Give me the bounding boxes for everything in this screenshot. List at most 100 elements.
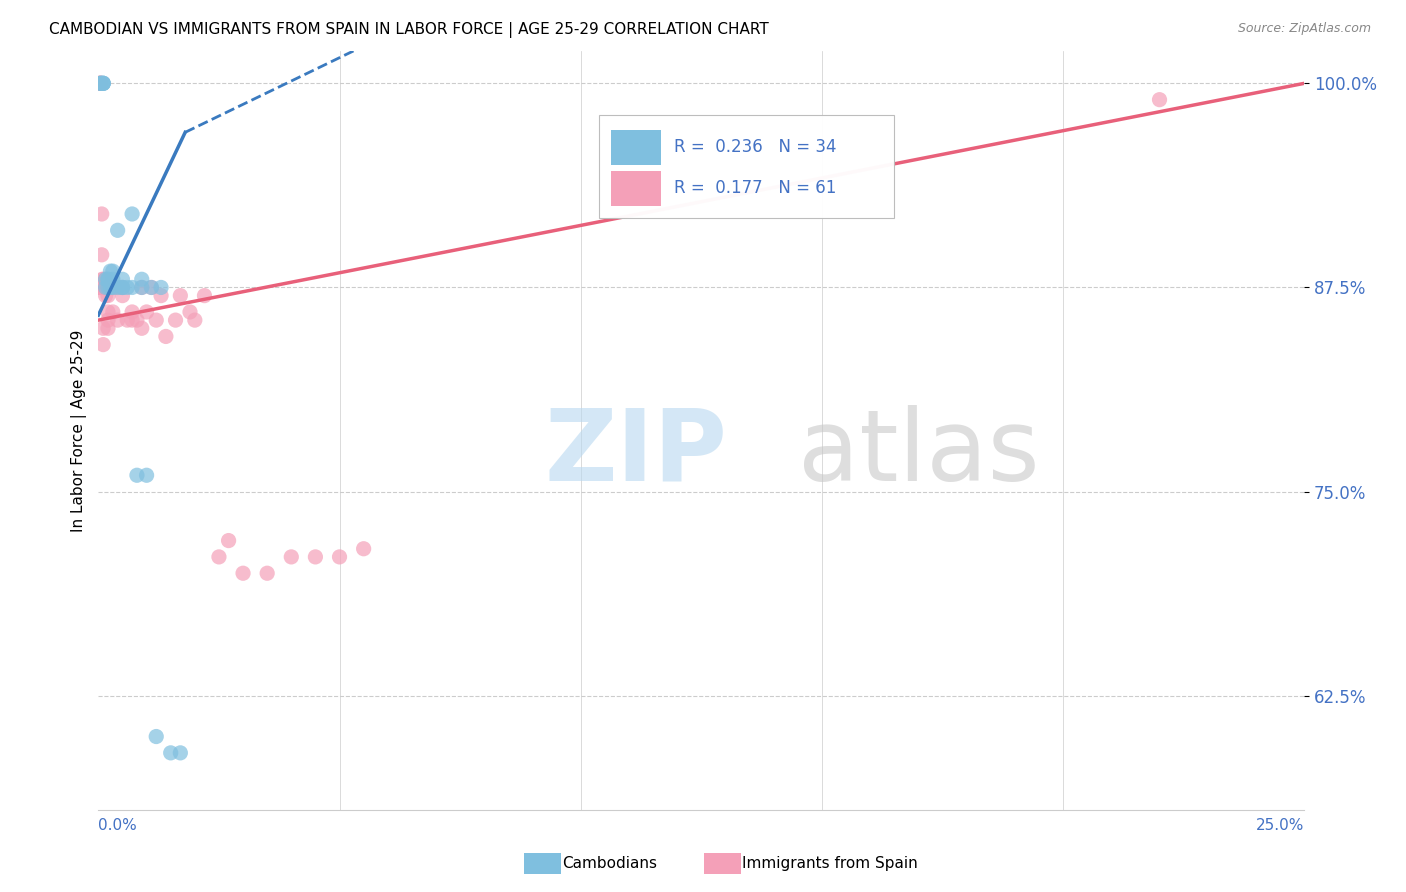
Point bbox=[101, 272, 124, 286]
Point bbox=[232, 566, 254, 581]
Point bbox=[97, 272, 120, 286]
Point bbox=[184, 313, 207, 327]
Point bbox=[125, 313, 148, 327]
Point bbox=[91, 76, 114, 90]
Point bbox=[353, 541, 375, 556]
Point bbox=[101, 264, 124, 278]
Point bbox=[121, 305, 143, 319]
Point bbox=[131, 272, 153, 286]
Point bbox=[90, 207, 112, 221]
Point bbox=[280, 549, 302, 564]
Point bbox=[90, 76, 112, 90]
Text: Source: ZipAtlas.com: Source: ZipAtlas.com bbox=[1237, 22, 1371, 36]
Point bbox=[97, 288, 120, 302]
Text: 0.0%: 0.0% bbox=[98, 818, 138, 833]
Y-axis label: In Labor Force | Age 25-29: In Labor Force | Age 25-29 bbox=[72, 329, 87, 532]
Point bbox=[94, 272, 117, 286]
Point bbox=[91, 280, 114, 294]
Point bbox=[328, 549, 350, 564]
Point bbox=[131, 321, 153, 335]
Point bbox=[93, 280, 115, 294]
Point bbox=[94, 288, 117, 302]
Text: R =  0.236   N = 34: R = 0.236 N = 34 bbox=[673, 138, 837, 156]
Point bbox=[150, 280, 173, 294]
Point bbox=[97, 272, 120, 286]
Point bbox=[97, 313, 120, 327]
Point bbox=[111, 288, 134, 302]
Point bbox=[91, 76, 114, 90]
Point bbox=[111, 280, 134, 294]
Point bbox=[135, 305, 157, 319]
Point bbox=[145, 730, 167, 744]
Text: 25.0%: 25.0% bbox=[1256, 818, 1305, 833]
Point bbox=[97, 280, 120, 294]
Point bbox=[107, 223, 129, 237]
Point bbox=[90, 76, 112, 90]
Point bbox=[117, 313, 139, 327]
Text: Immigrants from Spain: Immigrants from Spain bbox=[742, 856, 918, 871]
Point bbox=[91, 321, 114, 335]
Point bbox=[91, 272, 114, 286]
Point bbox=[97, 280, 120, 294]
Point bbox=[121, 313, 143, 327]
Point bbox=[155, 329, 177, 343]
Point bbox=[141, 280, 163, 294]
Point bbox=[90, 76, 112, 90]
Text: Cambodians: Cambodians bbox=[562, 856, 658, 871]
Point bbox=[111, 280, 134, 294]
Point bbox=[90, 76, 112, 90]
Point bbox=[111, 272, 134, 286]
Point bbox=[179, 305, 201, 319]
FancyBboxPatch shape bbox=[599, 115, 894, 218]
Point bbox=[101, 280, 124, 294]
Point bbox=[125, 468, 148, 483]
Point bbox=[97, 305, 120, 319]
Point bbox=[94, 272, 117, 286]
Point bbox=[90, 248, 112, 262]
Point bbox=[117, 280, 139, 294]
Point bbox=[193, 288, 215, 302]
Point bbox=[165, 313, 187, 327]
Point bbox=[107, 280, 129, 294]
Point bbox=[141, 280, 163, 294]
Point bbox=[121, 280, 143, 294]
Point bbox=[89, 76, 111, 90]
Point bbox=[159, 746, 181, 760]
Text: CAMBODIAN VS IMMIGRANTS FROM SPAIN IN LABOR FORCE | AGE 25-29 CORRELATION CHART: CAMBODIAN VS IMMIGRANTS FROM SPAIN IN LA… bbox=[49, 22, 769, 38]
Point bbox=[91, 337, 114, 351]
Point bbox=[121, 207, 143, 221]
Point bbox=[100, 264, 122, 278]
Point bbox=[111, 280, 134, 294]
Text: R =  0.177   N = 61: R = 0.177 N = 61 bbox=[673, 179, 837, 197]
FancyBboxPatch shape bbox=[610, 170, 661, 205]
Text: atlas: atlas bbox=[797, 405, 1039, 501]
Point bbox=[97, 280, 120, 294]
Point bbox=[169, 746, 191, 760]
Point bbox=[97, 321, 120, 335]
Point bbox=[145, 313, 167, 327]
Point bbox=[91, 76, 114, 90]
Point bbox=[89, 280, 111, 294]
Point bbox=[90, 280, 112, 294]
Point bbox=[1149, 93, 1171, 107]
Point bbox=[131, 280, 153, 294]
Point bbox=[89, 76, 111, 90]
Point bbox=[100, 280, 122, 294]
Point bbox=[135, 468, 157, 483]
Point bbox=[93, 280, 115, 294]
Point bbox=[107, 280, 129, 294]
Point bbox=[91, 272, 114, 286]
Point bbox=[101, 280, 124, 294]
Point bbox=[208, 549, 231, 564]
Point bbox=[89, 280, 111, 294]
Point bbox=[91, 280, 114, 294]
Point bbox=[101, 305, 124, 319]
Point bbox=[150, 288, 173, 302]
Point bbox=[91, 76, 114, 90]
Point bbox=[256, 566, 278, 581]
Point bbox=[90, 76, 112, 90]
Point bbox=[218, 533, 240, 548]
FancyBboxPatch shape bbox=[610, 129, 661, 165]
Point bbox=[101, 280, 124, 294]
Point bbox=[89, 76, 111, 90]
